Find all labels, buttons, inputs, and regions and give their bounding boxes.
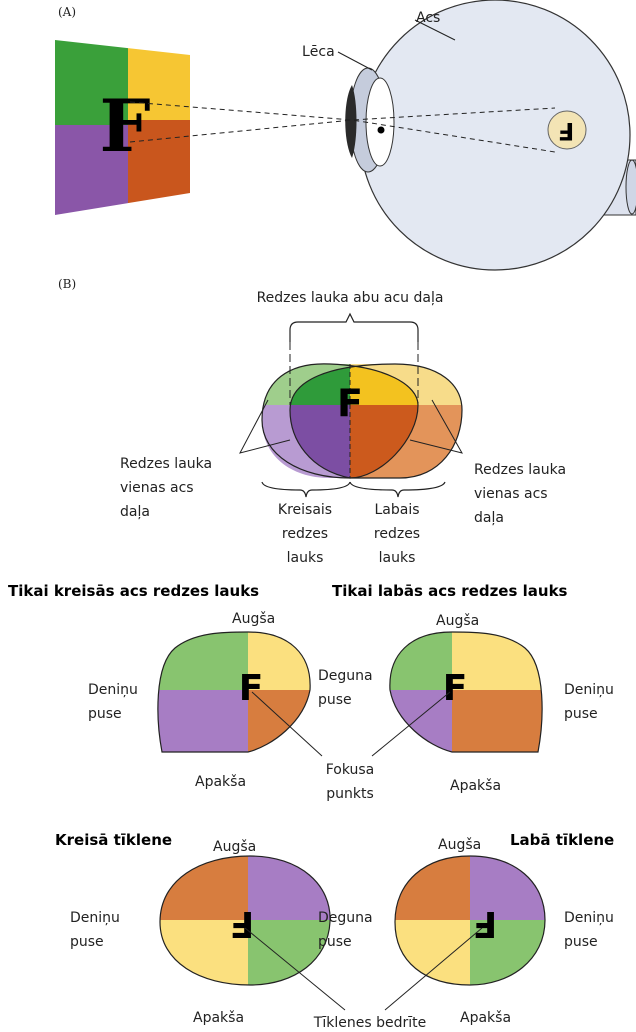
top-label: Augša	[438, 837, 481, 853]
brace	[290, 314, 418, 342]
top-label: Augša	[436, 613, 479, 629]
binocular-label: Redzes lauka abu acu daļa	[257, 290, 444, 306]
right-retina	[390, 850, 550, 990]
lens-label: Lēca	[302, 44, 335, 60]
section-title: Tikai kreisās acs redzes lauks	[8, 582, 259, 600]
bottom-label: Apakša	[450, 778, 501, 794]
diagram: (A) F F Acs Lēca (B) Redzes lauka abu ac…	[0, 0, 636, 1032]
panel-label: (B)	[58, 277, 76, 291]
eye	[338, 0, 636, 270]
panel-label: (A)	[58, 5, 76, 19]
fovea-label: Tīklenes bedrīte	[313, 1015, 426, 1031]
image-letter: F	[558, 117, 574, 145]
field-letter: F	[337, 382, 363, 426]
section-title: Labā tīklene	[510, 831, 614, 849]
field-letter: F	[239, 668, 264, 709]
bottom-label: Apakša	[195, 774, 246, 790]
bottom-label: Apakša	[460, 1010, 511, 1026]
top-label: Augša	[213, 839, 256, 855]
section-title: Kreisā tīklene	[55, 831, 172, 849]
section-title: Tikai labās acs redzes lauks	[332, 582, 568, 600]
bottom-label: Apakša	[193, 1010, 244, 1026]
field-letter: F	[443, 668, 468, 709]
top-label: Augša	[232, 611, 275, 627]
eye-label: Acs	[416, 10, 440, 26]
retina-letter: F	[230, 903, 255, 944]
retina-letter: F	[473, 903, 498, 944]
object-letter: F	[99, 83, 150, 168]
